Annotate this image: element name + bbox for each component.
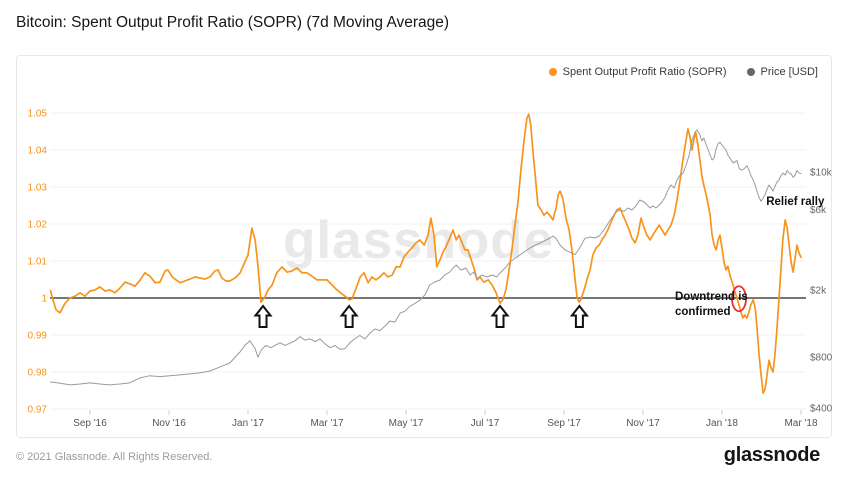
chart-legend: Spent Output Profit Ratio (SOPR) Price [… <box>548 66 818 78</box>
legend-label-sopr: Spent Output Profit Ratio (SOPR) <box>562 66 727 78</box>
price-legend-dot-icon <box>746 68 755 76</box>
legend-item-price[interactable]: Price [USD] <box>746 66 818 78</box>
copyright-text: © 2021 Glassnode. All Rights Reserved. <box>16 451 213 463</box>
legend-item-sopr[interactable]: Spent Output Profit Ratio (SOPR) <box>548 66 727 78</box>
glassnode-logo: glassnode <box>723 444 821 466</box>
page-title: Bitcoin: Spent Output Profit Ratio (SOPR… <box>16 14 450 31</box>
glassnode-watermark: glassnode <box>283 211 555 270</box>
legend-label-price: Price [USD] <box>760 66 818 78</box>
sopr-legend-dot-icon <box>548 68 557 76</box>
